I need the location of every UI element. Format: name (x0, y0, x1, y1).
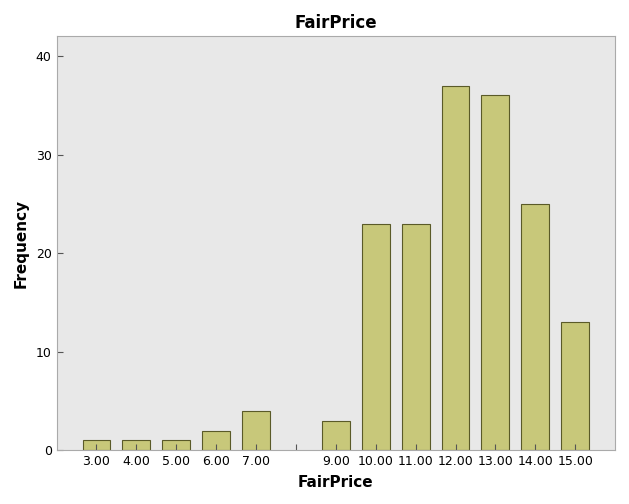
Bar (123, 440, 150, 450)
Bar (162, 440, 190, 450)
Bar (362, 224, 390, 450)
Bar (242, 411, 270, 450)
X-axis label: FairPrice: FairPrice (298, 475, 374, 490)
Bar (402, 224, 430, 450)
Bar (322, 421, 350, 450)
Bar (521, 204, 549, 450)
Bar (442, 86, 469, 450)
Bar (82, 440, 111, 450)
Bar (202, 430, 230, 450)
Bar (561, 322, 589, 450)
Y-axis label: Frequency: Frequency (14, 199, 29, 288)
Title: FairPrice: FairPrice (294, 14, 377, 32)
Bar (481, 95, 509, 450)
